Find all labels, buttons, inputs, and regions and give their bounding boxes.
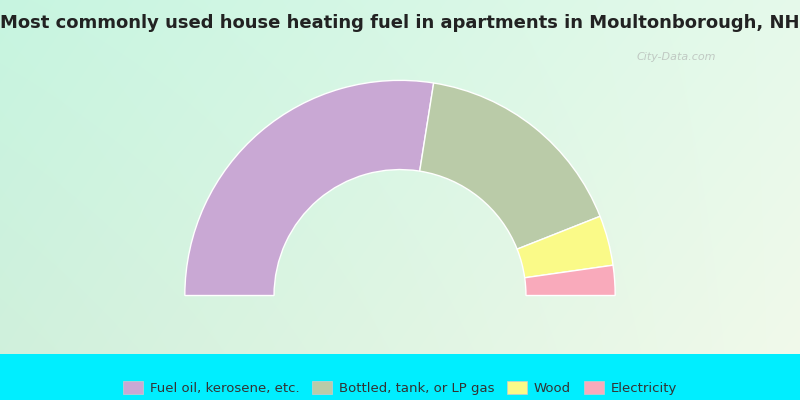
Wedge shape xyxy=(420,83,600,249)
Legend: Fuel oil, kerosene, etc., Bottled, tank, or LP gas, Wood, Electricity: Fuel oil, kerosene, etc., Bottled, tank,… xyxy=(118,376,682,400)
Text: City-Data.com: City-Data.com xyxy=(637,52,716,62)
Wedge shape xyxy=(517,216,613,278)
Wedge shape xyxy=(525,265,615,296)
Bar xyxy=(0,354,800,400)
Wedge shape xyxy=(185,80,434,296)
Text: Most commonly used house heating fuel in apartments in Moultonborough, NH: Most commonly used house heating fuel in… xyxy=(0,14,800,32)
